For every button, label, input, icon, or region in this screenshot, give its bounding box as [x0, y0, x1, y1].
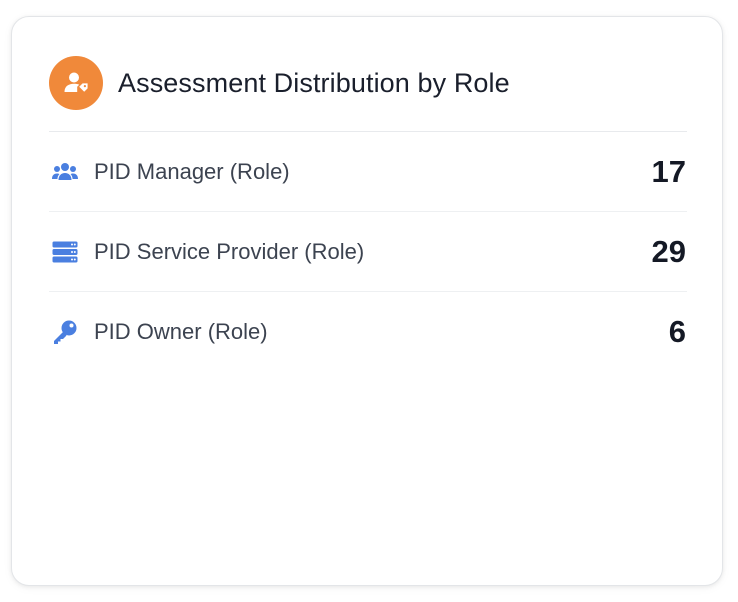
role-count: 17: [651, 153, 686, 189]
role-row-pid-manager: PID Manager (Role) 17: [49, 132, 687, 212]
role-label: PID Manager (Role): [94, 158, 290, 184]
key-icon: [50, 317, 80, 347]
server-icon: [50, 237, 80, 267]
users-icon: [50, 157, 80, 187]
role-label: PID Owner (Role): [94, 319, 268, 344]
role-row-pid-service-provider: PID Service Provider (Role) 29: [49, 212, 687, 292]
role-count: 6: [668, 314, 686, 349]
role-label: PID Service Provider (Role): [94, 238, 365, 264]
card-header: Assessment Distribution by Role: [49, 56, 687, 110]
card-title: Assessment Distribution by Role: [118, 67, 510, 98]
role-list: PID Manager (Role) 17 PID Service Provid…: [49, 132, 687, 372]
role-count: 29: [651, 233, 686, 269]
user-tag-icon: [49, 56, 103, 110]
header-divider: [49, 131, 687, 132]
role-row-pid-owner: PID Owner (Role) 6: [49, 292, 687, 372]
assessment-distribution-card: Assessment Distribution by Role PID Mana…: [11, 16, 723, 586]
